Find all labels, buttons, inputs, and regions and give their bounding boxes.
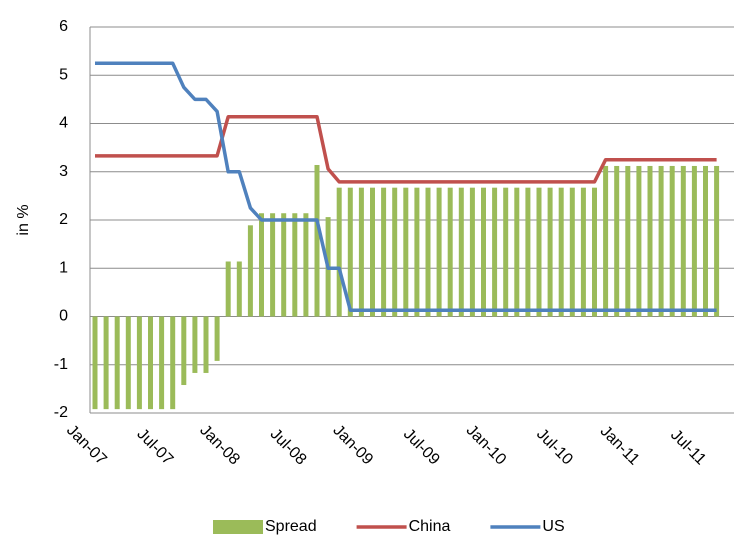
bar [370,187,375,317]
bar [125,316,131,410]
y-tick-label: -2 [54,404,68,421]
bar [148,316,153,410]
bar [203,316,209,373]
bar [436,187,442,317]
bar [314,164,320,317]
bar [292,213,298,317]
bar [580,187,586,317]
x-tick-label: Jul-09 [400,426,443,469]
y-tick-label: 4 [59,115,68,132]
y-tick-label: 5 [59,66,68,83]
x-tick-label: Jul-10 [533,426,576,469]
x-tick-label: Jan-07 [63,422,110,469]
bar [347,187,353,317]
x-tick-label: Jan-09 [329,422,376,469]
bar [592,187,597,317]
y-tick-label: 0 [59,308,68,325]
bar [214,316,220,361]
legend-label: China [409,518,451,535]
bar [192,316,198,373]
bar [603,165,609,317]
x-tick-label: Jan-10 [463,422,510,469]
bar [281,213,287,317]
x-tick-label: Jul-08 [267,426,310,469]
bar [525,187,531,317]
bar [381,187,387,317]
bar [92,316,98,410]
y-axis-title: in % [15,204,32,235]
x-tick-label: Jul-11 [667,426,709,468]
bar [669,165,675,317]
y-tick-label: 3 [59,163,68,180]
bar [458,187,464,317]
bar [236,261,242,317]
bar [514,187,520,317]
legend-swatch [213,520,263,534]
bar [414,187,420,317]
x-tick-label: Jan-11 [597,423,643,469]
bar [336,187,342,317]
legend-label: Spread [265,518,317,535]
bar [469,187,475,317]
bar [170,316,176,410]
line [95,114,717,184]
bar [481,187,486,317]
bar [447,187,453,317]
bar [103,316,109,410]
y-tick-label: -1 [54,356,68,373]
bar [425,187,431,317]
bar [358,187,364,317]
bar [714,165,720,317]
bar [647,165,653,317]
bar [569,187,575,317]
bar [270,213,276,317]
x-tick-label: Jan-08 [196,422,243,469]
bar [536,187,542,317]
bar [159,316,165,410]
bar [680,165,686,317]
bar [658,165,664,317]
bar [614,165,620,317]
x-tick-label: Jul-07 [133,426,176,469]
bar [403,187,409,317]
bar [547,187,553,317]
y-tick-label: 1 [59,259,68,276]
bar [625,165,631,317]
bar [558,187,564,317]
y-tick-label: 2 [59,211,68,228]
bar [114,316,120,410]
legend-label: US [542,518,564,535]
bar [247,225,253,317]
bar [392,187,398,317]
bar [691,165,697,317]
bar [303,213,309,317]
y-tick-label: 6 [59,18,68,35]
bar [136,316,142,410]
bar [259,213,264,317]
line [95,61,717,312]
bar [492,187,498,317]
bar [703,165,708,317]
bar [225,261,231,317]
bar [636,165,642,317]
bar [181,316,187,386]
bar [503,187,509,317]
